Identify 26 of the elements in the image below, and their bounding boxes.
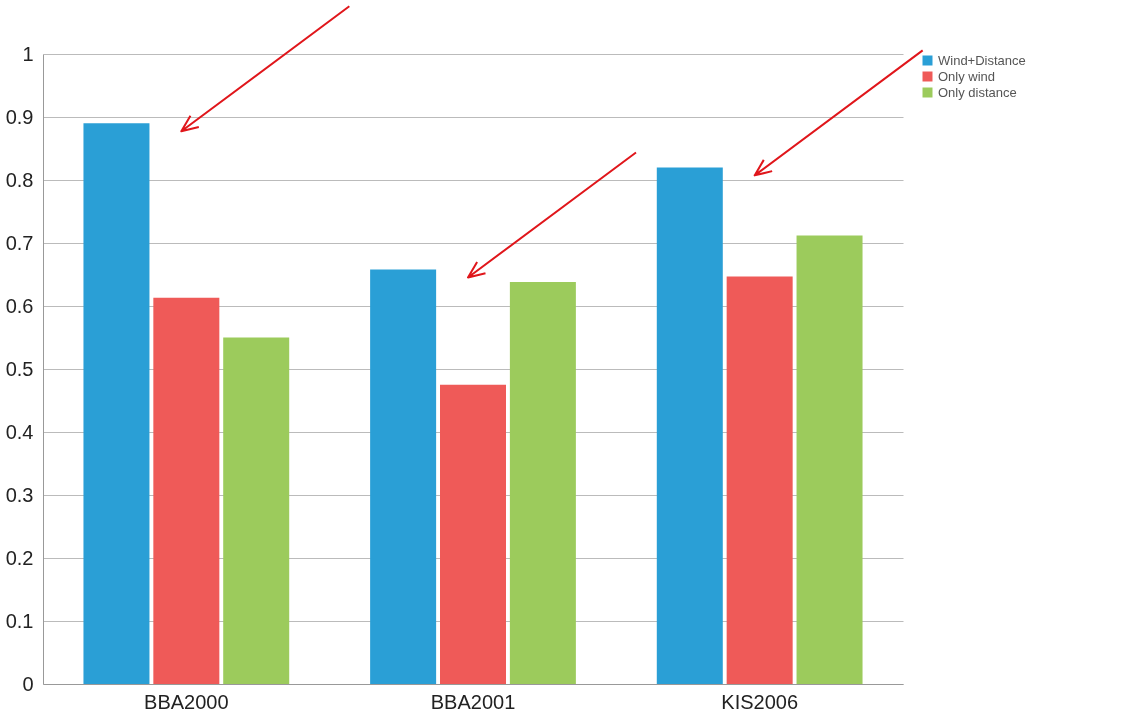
legend-label: Wind+Distance (938, 52, 1026, 68)
bar (223, 337, 290, 684)
bar (440, 384, 506, 684)
y-tick-label: 0.6 (5, 294, 34, 317)
y-tick-label: 0.9 (5, 105, 34, 128)
y-tick-label: 0.8 (5, 168, 34, 191)
x-tick-label: BBA2001 (430, 690, 516, 713)
y-tick-label: 0 (22, 672, 34, 695)
y-tick-label: 1 (22, 42, 34, 65)
y-tick-label: 0.4 (5, 420, 34, 443)
y-tick-label: 0.5 (5, 357, 34, 380)
bar (153, 297, 220, 684)
bar (370, 269, 437, 684)
legend-label: Only distance (938, 84, 1017, 100)
bar (796, 235, 863, 684)
x-tick-label: BBA2000 (144, 690, 229, 713)
y-tick-label: 0.1 (5, 609, 34, 632)
y-tick-label: 0.2 (5, 546, 34, 569)
y-tick-label: 0.3 (5, 483, 34, 506)
y-tick-label: 0.7 (5, 231, 34, 254)
legend-label: Only wind (938, 68, 996, 84)
x-tick-label: KIS2006 (721, 690, 799, 713)
bar (509, 282, 576, 684)
bar (726, 276, 793, 684)
bar (656, 167, 723, 684)
bar (83, 123, 150, 684)
